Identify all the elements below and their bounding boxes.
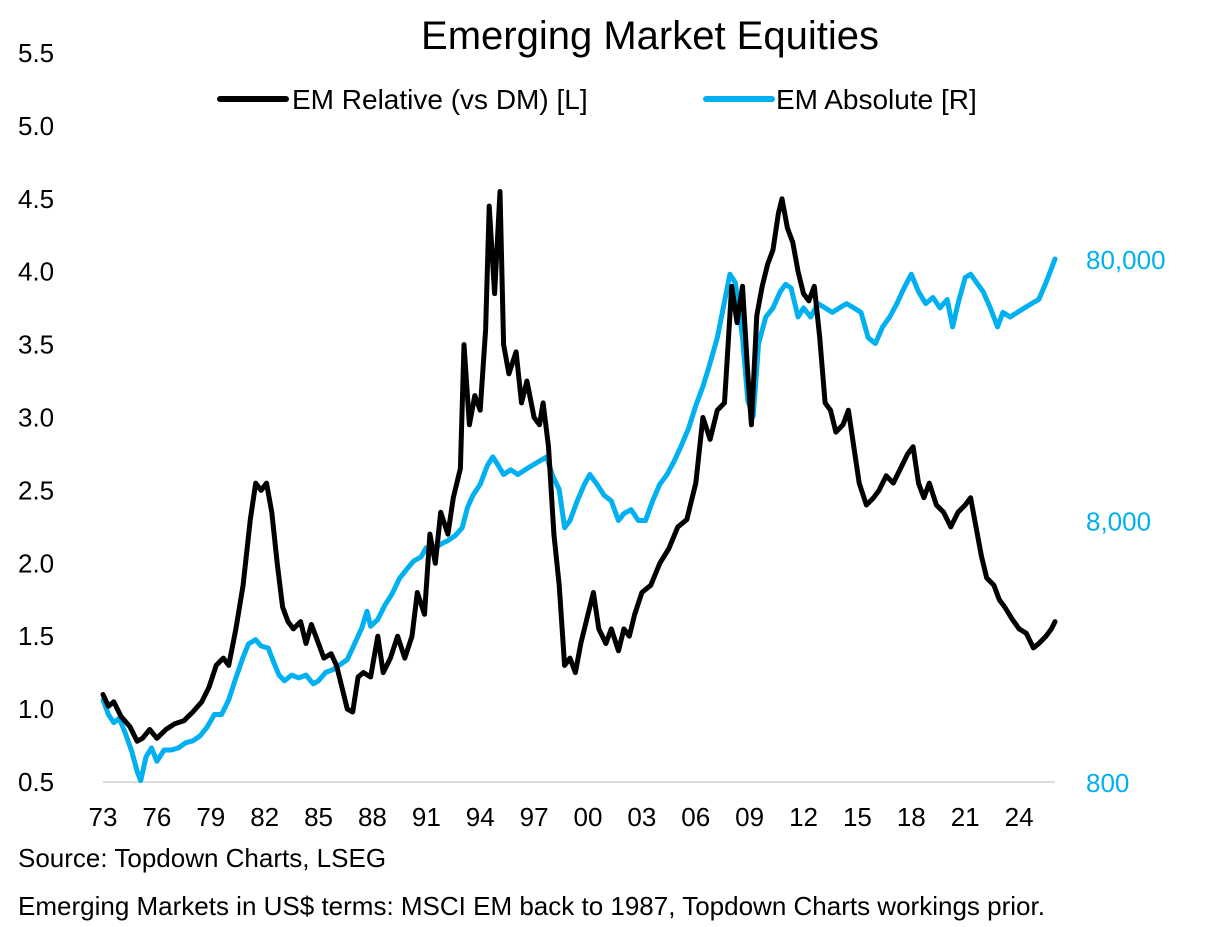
footer-note: Emerging Markets in US$ terms: MSCI EM b… <box>18 891 1045 921</box>
chart: Emerging Market Equities EM Relative (vs… <box>18 14 1166 832</box>
footer-source: Source: Topdown Charts, LSEG <box>18 843 387 873</box>
x-tick-label: 97 <box>520 802 549 832</box>
left-tick-label: 1.5 <box>18 621 54 651</box>
x-tick-label: 94 <box>466 802 495 832</box>
x-tick-label: 12 <box>789 802 818 832</box>
left-tick-label: 3.0 <box>18 403 54 433</box>
x-tick-label: 09 <box>735 802 764 832</box>
x-tick-label: 73 <box>89 802 118 832</box>
left-tick-label: 0.5 <box>18 767 54 797</box>
series-layer <box>100 189 1058 784</box>
right-tick-label: 800 <box>1086 768 1129 798</box>
x-tick-label: 15 <box>843 802 872 832</box>
x-tick-label: 79 <box>196 802 225 832</box>
left-tick-label: 4.0 <box>18 257 54 287</box>
left-tick-label: 4.5 <box>18 184 54 214</box>
x-tick-label: 82 <box>250 802 279 832</box>
x-tick-label: 21 <box>951 802 980 832</box>
legend-label-relative: EM Relative (vs DM) [L] <box>292 84 588 115</box>
x-tick-label: 06 <box>681 802 710 832</box>
left-tick-label: 3.5 <box>18 330 54 360</box>
right-tick-label: 8,000 <box>1086 507 1151 537</box>
left-tick-label: 1.0 <box>18 694 54 724</box>
left-tick-label: 5.5 <box>18 38 54 68</box>
series-line-em-absolute <box>100 256 1058 784</box>
x-tick-label: 18 <box>897 802 926 832</box>
x-axis-ticks: 73 76 79 82 85 88 91 94 97 00 03 06 09 12 15 18 21 24 <box>89 802 1034 832</box>
x-tick-label: 88 <box>358 802 387 832</box>
x-tick-label: 03 <box>627 802 656 832</box>
left-tick-label: 2.5 <box>18 475 54 505</box>
left-tick-label: 2.0 <box>18 548 54 578</box>
legend: EM Relative (vs DM) [L] EM Absolute [R] <box>217 84 977 115</box>
x-tick-label: 91 <box>412 802 441 832</box>
x-tick-label: 00 <box>574 802 603 832</box>
left-tick-label: 5.0 <box>18 111 54 141</box>
legend-label-absolute: EM Absolute [R] <box>776 84 977 115</box>
right-tick-label: 80,000 <box>1086 245 1166 275</box>
right-axis-ticks: 80,000 8,000 800 <box>1086 245 1166 798</box>
left-axis-ticks: 5.5 5.0 4.5 4.0 3.5 3.0 2.5 2.0 1.5 1.0 0.5 <box>18 38 54 797</box>
x-tick-label: 76 <box>142 802 171 832</box>
chart-title: Emerging Market Equities <box>421 14 879 58</box>
x-tick-label: 85 <box>304 802 333 832</box>
x-tick-label: 24 <box>1005 802 1034 832</box>
series-line-em-relative <box>100 189 1058 744</box>
